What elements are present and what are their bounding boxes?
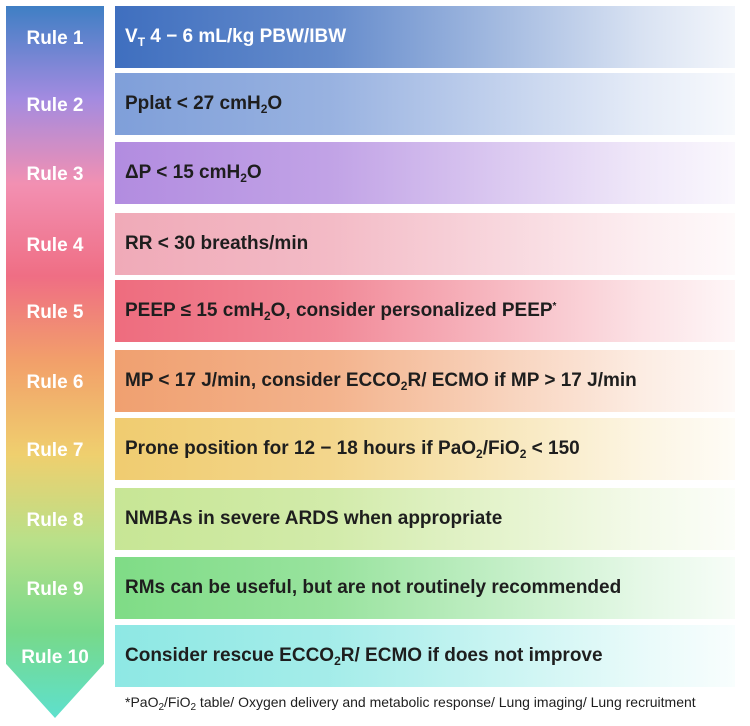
rule-row-5: PEEP ≤ 15 cmH2O, consider personalized P…: [115, 280, 735, 342]
rule-text-4: RR < 30 breaths/min: [125, 233, 309, 254]
rule-label-1: Rule 1: [26, 28, 84, 49]
rule-text-2: Pplat < 27 cmH2O: [125, 93, 283, 116]
rule-text-5: PEEP ≤ 15 cmH2O, consider personalized P…: [125, 300, 557, 323]
rule-text-9: RMs can be useful, but are not routinely…: [125, 577, 622, 598]
rule-row-8: NMBAs in severe ARDS when appropriate: [115, 488, 735, 550]
rule-text-8: NMBAs in severe ARDS when appropriate: [125, 508, 503, 529]
rule-text-6: MP < 17 J/min, consider ECCO2R/ ECMO if …: [125, 370, 637, 393]
rule-text-7: Prone position for 12 − 18 hours if PaO2…: [125, 438, 580, 461]
rule-text-10: Consider rescue ECCO2R/ ECMO if does not…: [125, 645, 603, 668]
rule-label-7: Rule 7: [26, 440, 84, 461]
rule-label-6: Rule 6: [26, 372, 84, 393]
rule-row-1: VT 4 − 6 mL/kg PBW/IBW: [115, 6, 735, 68]
rule-arrow: [6, 6, 104, 718]
rule-label-10: Rule 10: [21, 647, 89, 668]
rule-text-1: VT 4 − 6 mL/kg PBW/IBW: [125, 26, 347, 49]
rule-row-7: Prone position for 12 − 18 hours if PaO2…: [115, 418, 735, 480]
rule-label-2: Rule 2: [26, 95, 84, 116]
rule-label-3: Rule 3: [26, 164, 84, 185]
rule-row-6: MP < 17 J/min, consider ECCO2R/ ECMO if …: [115, 350, 735, 412]
rule-label-8: Rule 8: [26, 510, 84, 531]
rule-row-2: Pplat < 27 cmH2O: [115, 73, 735, 135]
rule-label-4: Rule 4: [26, 235, 84, 256]
rule-label-5: Rule 5: [26, 302, 84, 323]
rule-row-9: RMs can be useful, but are not routinely…: [115, 557, 735, 619]
rule-text-3: ΔP < 15 cmH2O: [125, 162, 262, 185]
footnote: *PaO2/FiO2 table/ Oxygen delivery and me…: [125, 694, 696, 713]
rule-label-9: Rule 9: [26, 579, 84, 600]
rule-row-10: Consider rescue ECCO2R/ ECMO if does not…: [115, 625, 735, 687]
rule-row-3: ΔP < 15 cmH2O: [115, 142, 735, 204]
rule-row-4: RR < 30 breaths/min: [115, 213, 735, 275]
